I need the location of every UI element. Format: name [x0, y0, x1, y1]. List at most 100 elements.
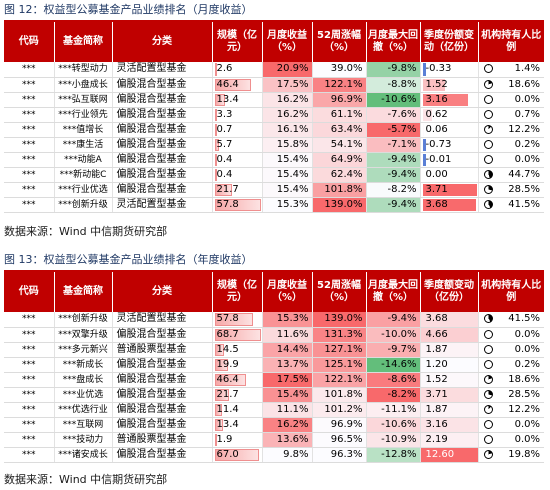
institutional-ratio-cell: 41.5%: [477, 197, 544, 213]
week52-return-cell: 64.9%: [311, 152, 366, 168]
institutional-ratio-pie-icon: [483, 154, 493, 164]
monthly-return-cell: 16.2%: [261, 107, 312, 123]
fund-name-cell: ***动能A: [53, 152, 112, 168]
category-cell: 灵活配置型基金: [111, 62, 212, 78]
max-drawdown-cell: -10.6%: [365, 92, 420, 108]
scale-value: 5.7: [216, 138, 233, 150]
institutional-ratio-pie-icon: [483, 109, 493, 119]
institutional-ratio-cell: 0.0%: [477, 342, 544, 358]
max-drawdown-cell: -7.1%: [365, 137, 420, 153]
institutional-ratio-value: 44.7%: [508, 168, 540, 180]
table-row: *** ***优选行业 偏股混合型基金 11.4 11.1% 101.2% -11.1% 1.…: [4, 402, 544, 418]
header-fund-name: 基金简称: [53, 22, 112, 62]
scale-bar: [214, 153, 217, 166]
monthly-return-cell: 15.3%: [261, 197, 312, 213]
scale-value: 46.4: [216, 373, 239, 385]
share-change-value: 3.68: [425, 313, 448, 325]
share-change-bar: [422, 138, 426, 151]
table-row: *** ***康生活 偏股混合型基金 5.7 15.8% 54.1% -7.1% -0.73 0…: [4, 137, 544, 153]
share-change-bar: [422, 78, 445, 91]
scale-bar: [214, 168, 217, 181]
share-change-value: 3.71: [425, 183, 448, 195]
fund-name-cell: ***弘互联网: [53, 92, 112, 108]
institutional-ratio-pie-icon: [483, 124, 493, 134]
max-drawdown-cell: -10.6%: [365, 417, 420, 433]
institutional-ratio-pie-icon: [483, 434, 493, 444]
share-change-value: 1.52: [425, 373, 448, 385]
institutional-ratio-cell: 0.2%: [477, 357, 544, 373]
institutional-ratio-cell: 1.4%: [477, 62, 544, 78]
max-drawdown-cell: -10.9%: [365, 432, 420, 448]
header-monthly-return: 月度收益（%）: [261, 22, 312, 62]
scale-cell: 13.4: [211, 417, 262, 433]
monthly-return-cell: 16.1%: [261, 122, 312, 138]
institutional-ratio-cell: 12.2%: [477, 402, 544, 418]
share-change-cell: 3.71: [419, 182, 478, 198]
scale-bar: [214, 123, 217, 136]
share-change-cell: 3.16: [419, 92, 478, 108]
scale-cell: 2.6: [211, 62, 262, 78]
monthly-return-cell: 20.9%: [261, 62, 312, 78]
monthly-return-cell: 13.7%: [261, 357, 312, 373]
monthly-return-cell: 15.8%: [261, 137, 312, 153]
code-cell: ***: [4, 447, 54, 463]
scale-bar: [214, 63, 217, 76]
share-change-cell: -0.01: [419, 152, 478, 168]
fund-name-cell: ***诸安成长: [53, 447, 112, 463]
header-monthly-return: 月度收益（%）: [261, 272, 312, 312]
institutional-ratio-pie-icon: [483, 184, 493, 194]
scale-bar: [214, 448, 260, 461]
week52-return-cell: 127.1%: [311, 342, 366, 358]
header-share-change: 季度份额变动（亿份）: [419, 22, 478, 62]
institutional-ratio-cell: 0.0%: [477, 417, 544, 433]
institutional-ratio-cell: 0.7%: [477, 107, 544, 123]
max-drawdown-cell: -10.0%: [365, 327, 420, 343]
code-cell: ***: [4, 122, 54, 138]
share-change-cell: 3.71: [419, 387, 478, 403]
category-cell: 偏股混合型基金: [111, 327, 212, 343]
header-scale: 规模（亿元）: [211, 272, 262, 312]
category-cell: 偏股混合型基金: [111, 137, 212, 153]
table-row: *** ***新成长 偏股混合型基金 19.9 13.7% 125.1% -14.6% 1.2…: [4, 357, 544, 373]
share-change-cell: 4.66: [419, 327, 478, 343]
week52-return-cell: 96.9%: [311, 92, 366, 108]
table-row: *** ***诸安成长 偏股混合型基金 67.0 9.8% 96.3% -12.8% 12.6…: [4, 447, 544, 463]
share-change-cell: 1.20: [419, 357, 478, 373]
institutional-ratio-cell: 0.2%: [477, 137, 544, 153]
fund-name-cell: ***创新升级: [53, 312, 112, 328]
scale-cell: 46.4: [211, 77, 262, 93]
header-code: 代码: [4, 22, 54, 62]
share-change-cell: 3.16: [419, 417, 478, 433]
monthly-return-cell: 11.6%: [261, 327, 312, 343]
figure-12-source: 数据来源：Wind 中信期货研究部: [4, 225, 168, 238]
code-cell: ***: [4, 342, 54, 358]
code-cell: ***: [4, 387, 54, 403]
week52-return-cell: 122.1%: [311, 372, 366, 388]
institutional-ratio-value: 41.5%: [508, 313, 540, 325]
share-change-value: 3.71: [425, 388, 448, 400]
week52-return-cell: 63.4%: [311, 122, 366, 138]
institutional-ratio-pie-icon: [483, 79, 493, 89]
institutional-ratio-value: 12.2%: [508, 403, 540, 415]
institutional-ratio-pie-icon: [483, 359, 493, 369]
institutional-ratio-value: 0.2%: [514, 138, 540, 150]
header-week52-return: 52周涨幅（%）: [311, 272, 366, 312]
table-row: *** ***小盘成长 偏股混合型基金 46.4 17.5% 122.1% -8.8% 1.5…: [4, 77, 544, 93]
table-row: *** ***创新升级 灵活配置型基金 57.8 15.3% 139.0% -9.4% 3.6…: [4, 197, 544, 213]
institutional-ratio-cell: 18.6%: [477, 77, 544, 93]
week52-return-cell: 61.1%: [311, 107, 366, 123]
category-cell: 偏股混合型基金: [111, 122, 212, 138]
max-drawdown-cell: -9.4%: [365, 167, 420, 183]
scale-cell: 11.4: [211, 402, 262, 418]
fund-name-cell: ***盘成长: [53, 372, 112, 388]
scale-cell: 67.0: [211, 447, 262, 463]
scale-cell: 46.4: [211, 372, 262, 388]
institutional-ratio-pie-icon: [483, 199, 493, 209]
code-cell: ***: [4, 432, 54, 448]
max-drawdown-cell: -8.8%: [365, 77, 420, 93]
scale-value: 68.7: [216, 328, 239, 340]
scale-value: 13.4: [216, 418, 239, 430]
share-change-value: -0.33: [425, 63, 452, 75]
week52-return-cell: 101.8%: [311, 387, 366, 403]
fund-name-cell: ***行业领先: [53, 107, 112, 123]
